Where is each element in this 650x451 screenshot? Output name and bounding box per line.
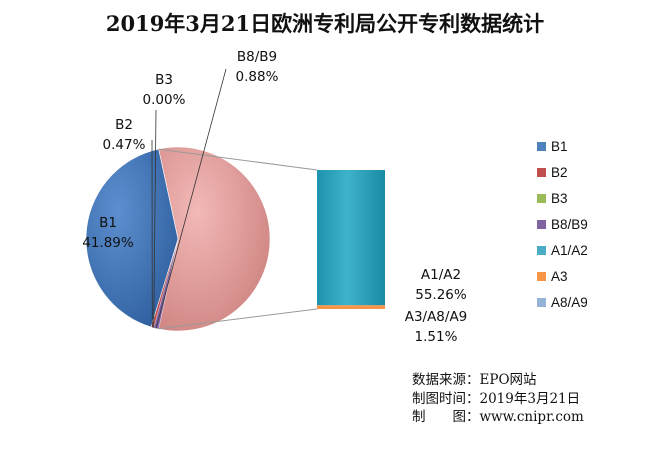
legend-item-b8-b9: B8/B9	[537, 211, 588, 237]
legend-label: B2	[551, 165, 568, 180]
data-label-b3: B30.00%	[143, 72, 186, 108]
legend-swatch	[537, 194, 546, 203]
legend-label: B3	[551, 191, 568, 206]
legend-swatch	[537, 246, 546, 255]
legend-item-a8-a9: A8/A9	[537, 289, 588, 315]
source-value: EPO网站	[480, 372, 537, 388]
data-label-b8-b9: B8/B90.88%	[236, 49, 279, 85]
legend-item-a3: A3	[537, 263, 588, 289]
source-label: 数据来源：	[412, 372, 480, 388]
legend-item-b2: B2	[537, 159, 588, 185]
source-row-2: 制图时间：2019年3月21日	[412, 390, 584, 409]
source-note: 数据来源：EPO网站 制图时间：2019年3月21日 制 图：www.cnipr…	[412, 371, 584, 427]
bar-segment-a1-a2	[317, 170, 385, 305]
legend-swatch	[537, 272, 546, 281]
legend-swatch	[537, 220, 546, 229]
bar-segment-a3-a8-a9	[317, 305, 385, 309]
legend-item-b1: B1	[537, 133, 588, 159]
data-label-a3-a8-a9: A3/A8/A91.51%	[405, 309, 468, 345]
legend-label: B8/B9	[551, 217, 588, 232]
legend-swatch	[537, 168, 546, 177]
legend-swatch	[537, 298, 546, 307]
author-value: www.cnipr.com	[480, 409, 584, 425]
legend-swatch	[537, 142, 546, 151]
legend-item-b3: B3	[537, 185, 588, 211]
legend: B1 B2 B3 B8/B9 A1/A2 A3 A8/A9	[537, 133, 588, 315]
legend-label: A1/A2	[551, 243, 588, 258]
date-label: 制图时间：	[412, 391, 480, 407]
data-label-a1-a2: A1/A255.26%	[415, 267, 467, 303]
legend-label: A8/A9	[551, 295, 588, 310]
date-value: 2019年3月21日	[480, 391, 581, 407]
legend-item-a1-a2: A1/A2	[537, 237, 588, 263]
author-label: 制 图：	[412, 409, 480, 425]
data-label-b2: B20.47%	[103, 117, 146, 153]
legend-label: B1	[551, 139, 568, 154]
source-row-3: 制 图：www.cnipr.com	[412, 408, 584, 427]
legend-label: A3	[551, 269, 568, 284]
source-row-1: 数据来源：EPO网站	[412, 371, 584, 390]
